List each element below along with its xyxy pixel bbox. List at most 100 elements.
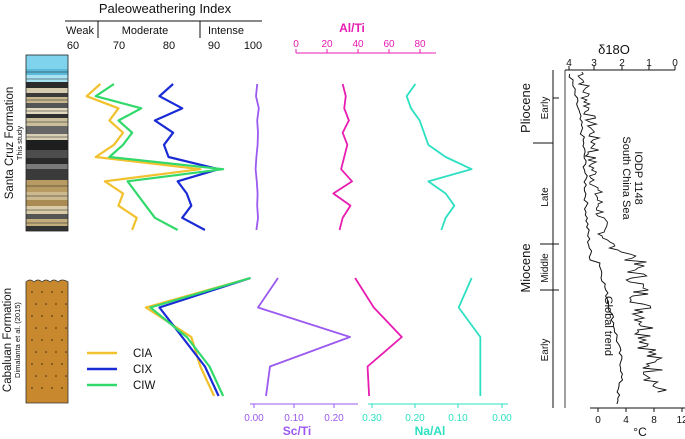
column-bed — [26, 226, 68, 231]
pwi-tick-80: 80 — [163, 40, 175, 52]
santa-cruz-source-label: This study — [15, 126, 24, 160]
scti-axis-label: Sc/Ti — [283, 424, 311, 438]
alti-tick-label: 60 — [383, 39, 395, 50]
temperature-ticks: 0 4 8 12 — [595, 408, 685, 426]
column-dot — [55, 303, 57, 305]
legend: CIA CIX CIW — [87, 348, 156, 392]
d18o-ticks: 4 3 2 1 0 — [566, 58, 678, 70]
column-bed — [26, 219, 68, 226]
santa-cruz-naal-line — [405, 83, 473, 231]
column-bed — [26, 93, 68, 97]
subepoch-early-miocene-label: Early — [540, 339, 551, 362]
santa-cruz-scti-line-group — [254, 83, 260, 231]
subepoch-late-miocene-label: Late — [540, 187, 551, 207]
column-dot — [55, 375, 57, 377]
naal-tick-label: 0.30 — [362, 413, 382, 424]
santa-cruz-ciw-line — [94, 83, 225, 231]
naal-tick-label: 0.10 — [448, 413, 468, 424]
column-dot — [31, 315, 33, 317]
epoch-miocene-label: Miocene — [518, 243, 533, 292]
santa-cruz-cix-line — [153, 83, 220, 231]
column-dot — [51, 387, 53, 389]
column-bed — [26, 55, 68, 69]
d18o-axis-label: δ18O — [598, 42, 630, 57]
record-label-iodp: IODP 1148 — [632, 151, 644, 204]
column-dot — [55, 327, 57, 329]
legend-label-ciw: CIW — [133, 380, 156, 392]
santa-cruz-formation-label: Santa Cruz Formation — [4, 87, 16, 200]
alti-ticks — [295, 49, 421, 53]
column-dot — [45, 303, 47, 305]
scti-tick-label: 0.10 — [284, 413, 304, 424]
alti-axis-label: Al/Ti — [339, 21, 365, 35]
column-bed — [26, 75, 68, 82]
column-dot — [61, 387, 63, 389]
pwi-tick-100: 100 — [244, 40, 262, 52]
scs-d18o-record-line — [577, 71, 667, 393]
subepoch-middle-miocene-label: Middle — [540, 253, 551, 283]
d18o-tick-label: 0 — [672, 58, 678, 69]
column-dot — [51, 339, 53, 341]
temperature-tick-label: 4 — [623, 415, 629, 426]
santa-cruz-weathering-lines — [85, 83, 225, 231]
temperature-tick-label: 12 — [676, 415, 685, 426]
column-dot — [41, 363, 43, 365]
subepoch-early-pliocene-label: Early — [540, 97, 551, 120]
temperature-axis-unit: °C — [633, 425, 647, 439]
santa-cruz-scti-line — [254, 83, 260, 231]
naal-tick-label: 0.00 — [492, 413, 512, 424]
column-dot — [31, 339, 33, 341]
cabaluan-scti-line — [257, 277, 351, 397]
column-dot — [31, 363, 33, 365]
cabaluan-scti-line-group — [257, 277, 351, 397]
cabaluan-formation-label: Cabaluan Formation — [2, 288, 14, 392]
column-dot — [51, 315, 53, 317]
alti-tick-label: 20 — [321, 39, 333, 50]
cabaluan-naal-line — [457, 277, 482, 396]
d18o-tick-label: 3 — [591, 58, 597, 69]
pwi-tick-70: 70 — [113, 40, 125, 52]
column-bed — [26, 88, 68, 93]
epoch-pliocene-label: Pliocene — [518, 83, 533, 133]
column-dot — [51, 291, 53, 293]
column-bed — [26, 140, 68, 150]
column-dot — [41, 339, 43, 341]
column-dot — [65, 327, 67, 329]
alti-tick-label: 0 — [293, 39, 299, 50]
column-bed — [26, 114, 68, 118]
column-dot — [35, 351, 37, 353]
temperature-tick-label: 0 — [595, 415, 601, 426]
column-dot — [31, 291, 33, 293]
cabaluan-column — [25, 279, 69, 404]
column-bed — [26, 200, 68, 206]
column-bed — [26, 158, 68, 164]
column-dot — [61, 315, 63, 317]
d18o-tick-label: 4 — [566, 58, 572, 69]
scti-tick-label: 0.20 — [324, 413, 344, 424]
column-dot — [45, 375, 47, 377]
scti-tick-label: 0.00 — [244, 413, 264, 424]
column-dot — [35, 327, 37, 329]
cabaluan-source-label: Dimalanta et al. (2015) — [13, 302, 22, 378]
santa-cruz-column — [25, 54, 69, 232]
temperature-tick-label: 8 — [651, 415, 657, 426]
cabaluan-alti-line-group — [354, 277, 403, 397]
column-dot — [41, 291, 43, 293]
alti-tick-label: 40 — [352, 39, 364, 50]
pwi-tick-60: 60 — [67, 40, 79, 52]
column-dot — [55, 351, 57, 353]
column-dot — [35, 303, 37, 305]
santa-cruz-naal-line-group — [405, 83, 473, 231]
cabaluan-naal-line-group — [457, 277, 482, 396]
chart-title: Paleoweathering Index — [99, 1, 232, 16]
santa-cruz-cia-line — [85, 83, 202, 231]
column-bed — [26, 169, 68, 180]
global-trend-label: Global trend — [602, 296, 614, 356]
alti-tick-label: 80 — [414, 39, 426, 50]
legend-label-cia: CIA — [133, 348, 153, 360]
pwi-tick-90: 90 — [208, 40, 220, 52]
column-dot — [65, 351, 67, 353]
d18o-tick-label: 2 — [619, 58, 625, 69]
column-bed — [26, 126, 68, 134]
